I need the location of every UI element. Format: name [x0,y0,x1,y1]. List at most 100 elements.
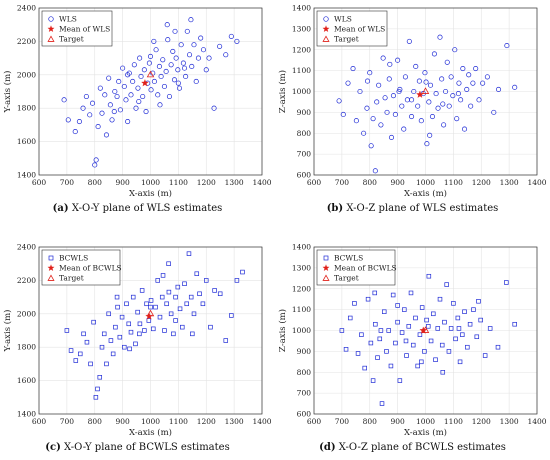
legend-label: WLS [334,15,352,24]
data-point [427,132,433,138]
data-point [466,72,472,78]
data-point [419,305,425,310]
data-point [61,97,67,103]
legend-symbol-series [323,255,329,261]
data-point [439,342,445,348]
data-point [106,75,112,81]
caption-c: (c) X-O-Y plane of BCWLS estimates [0,442,275,453]
y-axis-label: Z-axis (m) [277,70,288,113]
data-point [234,38,240,44]
legend-symbol-mean [322,25,330,33]
data-point [172,28,178,34]
data-point [223,52,229,58]
plot-frame [313,7,538,176]
x-tick-label: 1200 [197,417,216,426]
data-point [83,93,89,100]
data-point [355,351,361,356]
x-axis-label: X-axis (m) [404,427,447,438]
data-point [484,74,490,80]
data-point [482,353,488,358]
data-point [388,134,395,140]
x-tick-label: 700 [60,417,75,426]
data-point [127,346,132,352]
y-tick-label: 1400 [17,410,36,419]
data-point [93,395,99,400]
data-point [142,328,147,333]
data-point [99,110,105,116]
x-tick-label: 1000 [416,417,435,426]
data-point [217,43,223,49]
x-axis-label: X-axis (m) [129,427,172,438]
legend-label: Target [334,274,359,283]
data-point [404,97,410,103]
data-point [424,141,430,147]
data-point [114,294,120,300]
legend-box [316,249,396,286]
data-point [396,88,402,95]
data-point [413,63,419,70]
data-point [429,114,436,120]
data-point [138,73,144,80]
data-point [495,86,502,92]
x-tick-label: 1100 [169,417,188,426]
mean-marker [419,326,428,334]
data-point [384,109,390,115]
x-tick-label: 1100 [444,178,463,187]
data-point [122,344,127,350]
data-point [117,107,123,113]
data-point [110,351,116,357]
data-point [133,105,139,111]
data-point [373,321,378,327]
x-tick-label: 1400 [252,178,271,187]
data-point [478,317,483,323]
scatter-series [336,34,518,174]
data-point [364,105,370,111]
data-point [108,338,114,343]
data-point [399,330,405,335]
data-point [410,342,416,348]
legend-symbol-series [48,255,54,261]
data-point [470,80,476,86]
data-point [456,80,462,86]
x-tick-label: 800 [88,178,103,187]
target-marker [146,309,155,317]
y-tick-label: 2000 [17,309,36,318]
data-point [435,326,441,331]
x-tick-label: 600 [32,178,47,187]
data-point [428,338,434,344]
data-point [97,85,103,91]
data-point [146,60,152,66]
data-point [198,35,204,41]
data-point [386,76,392,82]
x-tick-label: 1200 [472,417,491,426]
legend-label: Mean of WLS [59,25,110,34]
data-point [148,298,154,303]
data-point [453,336,458,342]
data-point [189,63,195,70]
y-tick-label: 1600 [17,376,36,385]
data-point [165,37,171,43]
data-point [128,92,134,98]
data-point [223,338,229,343]
legend-label: Target [59,274,84,283]
data-point [461,126,468,132]
data-point [87,112,93,118]
data-point [424,317,429,323]
data-point [460,332,465,337]
x-tick-label: 700 [335,417,350,426]
x-tick-label: 1200 [472,178,491,187]
data-point [80,105,86,111]
x-tick-label: 1400 [527,417,546,426]
data-point [417,332,423,337]
data-point [168,62,174,68]
data-point [128,329,134,335]
legend-label: WLS [59,15,77,24]
data-point [446,103,452,109]
data-point [370,116,376,122]
x-tick-label: 1400 [527,178,546,187]
data-point [452,47,458,53]
data-point [123,97,129,103]
y-tick-label: 1000 [292,326,311,335]
